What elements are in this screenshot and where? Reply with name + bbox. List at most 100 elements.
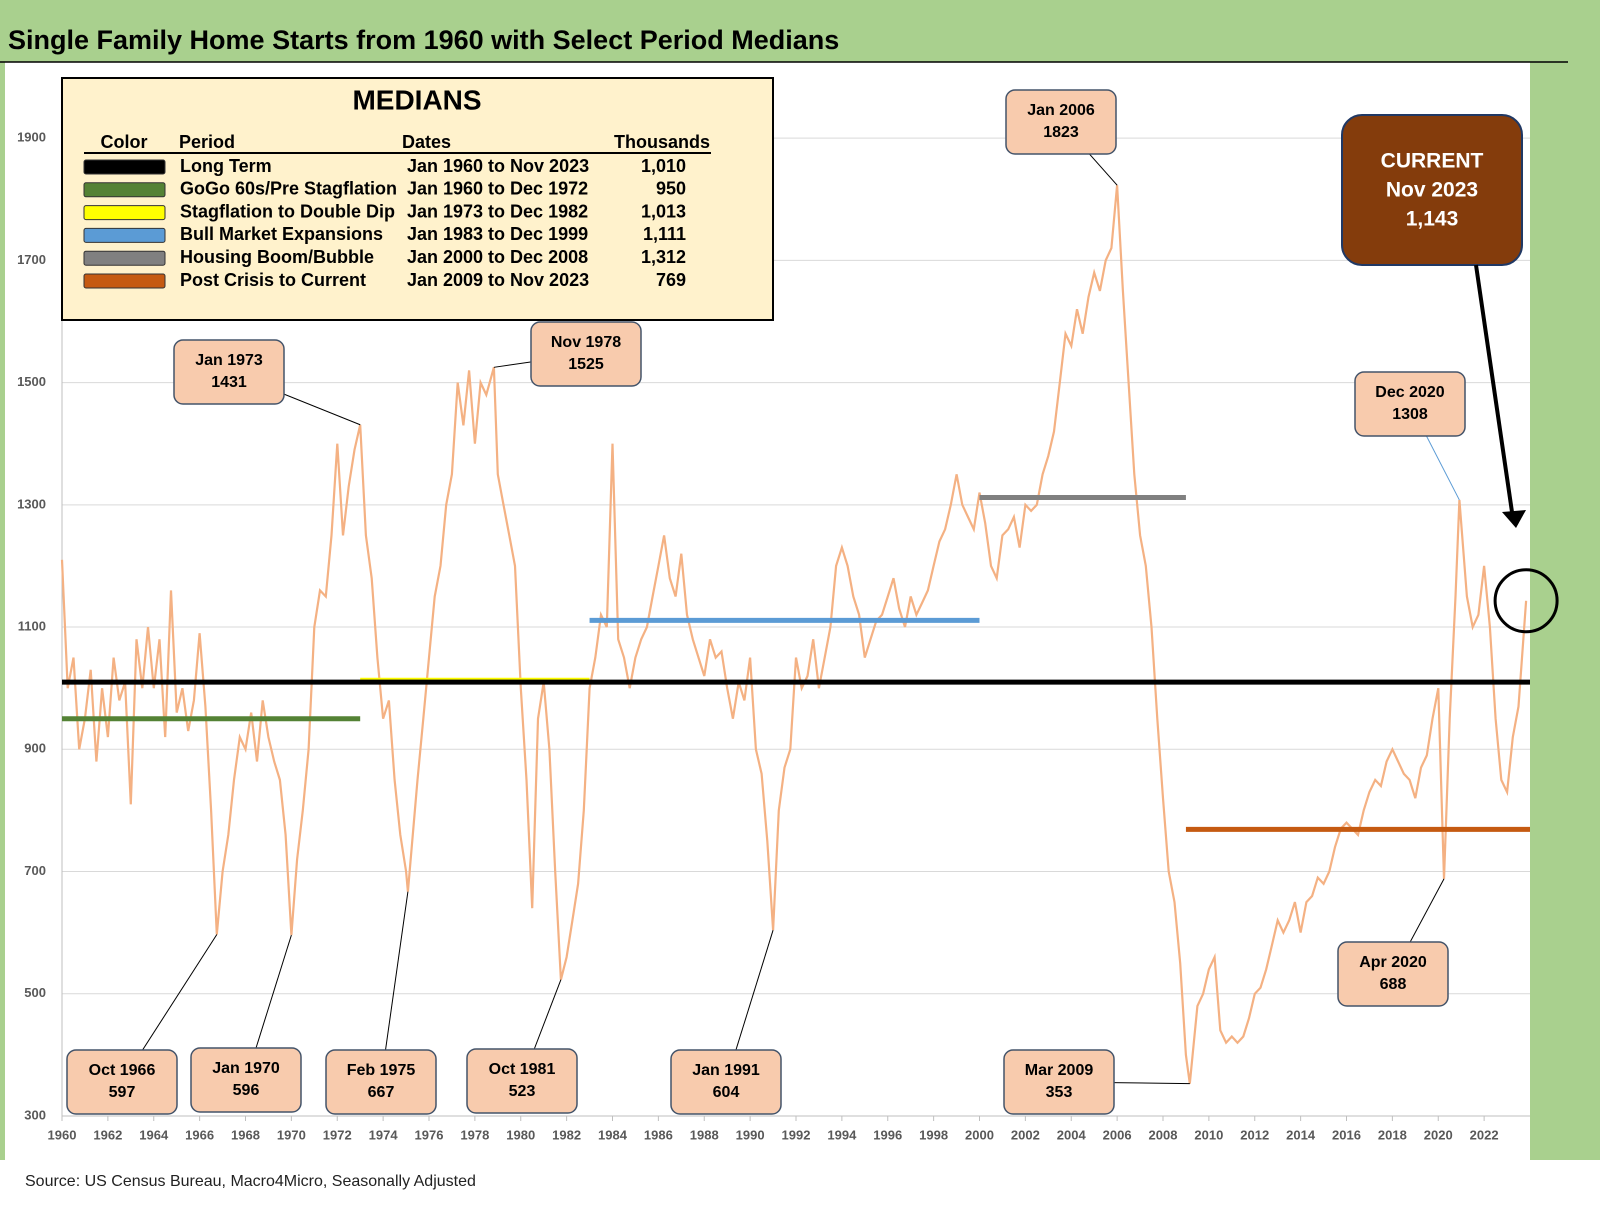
y-tick-label: 500 [24,985,46,1000]
y-tick-label: 300 [24,1107,46,1122]
callout-value: 596 [233,1082,260,1099]
x-tick-label: 1986 [644,1127,673,1142]
legend-period: Post Crisis to Current [180,270,366,290]
callout-date: Nov 1978 [551,334,621,351]
x-tick-label: 1996 [873,1127,902,1142]
x-tick-label: 2016 [1332,1127,1361,1142]
callout-value: 1431 [211,374,247,391]
callout-date: Jan 1970 [212,1060,280,1077]
x-tick-label: 1984 [598,1127,628,1142]
legend-period: Bull Market Expansions [180,224,383,244]
current-box [1341,114,1523,266]
callout-value: 353 [1046,1084,1073,1101]
current-title: CURRENT [1381,150,1484,173]
callout-box [530,321,642,387]
x-tick-label: 1994 [827,1127,857,1142]
x-tick-label: 2020 [1424,1127,1453,1142]
x-tick-label: 1998 [919,1127,948,1142]
callout-box [173,339,285,405]
callout-value: 604 [713,1084,740,1101]
callout-value: 688 [1380,976,1407,993]
callout-date: Mar 2009 [1025,1062,1094,1079]
grid: 300 500 700 900 1100 1300 1500 1700 1900 1960 1962… [17,77,1530,1142]
x-tick-label: 1960 [48,1127,77,1142]
legend-swatch [83,250,166,266]
y-tick-label: 1500 [17,374,46,389]
callout-date: Oct 1981 [489,1061,556,1078]
callout-date: Oct 1966 [89,1062,156,1079]
x-tick-label: 2000 [965,1127,994,1142]
callout-value: 1823 [1043,124,1079,141]
x-tick-label: 2012 [1240,1127,1269,1142]
legend-swatch [83,182,166,198]
current-marker [1493,568,1559,634]
lines [60,185,1530,1084]
data-line [60,185,1528,1084]
callout-box [466,1048,578,1114]
y-tick-label: 1100 [18,618,46,633]
legend-swatch [83,273,166,289]
legend-header: Period [179,132,235,152]
legend-value: 769 [656,270,686,290]
callout-date: Feb 1975 [347,1062,416,1079]
x-tick-label: 1980 [506,1127,535,1142]
callout-date: Apr 2020 [1359,954,1427,971]
source-note: Source: US Census Bureau, Macro4Micro, S… [25,1173,476,1190]
x-tick-label: 2008 [1149,1127,1178,1142]
legend-title: MEDIANS [352,84,481,115]
legend-box [61,77,774,321]
current-date: Nov 2023 [1386,179,1478,202]
x-tick-label: 2014 [1286,1127,1316,1142]
legend-period: GoGo 60s/Pre Stagflation [180,179,397,199]
callout-box [66,1049,178,1115]
callout-date: Jan 1991 [692,1062,760,1079]
callout-box [325,1049,437,1115]
x-tick-label: 2022 [1470,1127,1499,1142]
legend-dates: Jan 1983 to Dec 1999 [407,224,588,244]
y-tick-label: 900 [24,741,46,756]
legend-swatch [83,205,166,221]
annotations: Oct 1966 597 Jan 1970 596 Jan 1973 1431 Feb 19… [66,89,1559,1115]
x-tick-label: 1962 [93,1127,122,1142]
chart-title: Single Family Home Starts from 1960 with… [8,25,839,55]
x-tick-label: 1992 [782,1127,811,1142]
legend-dates: Jan 1960 to Nov 2023 [407,156,589,176]
legend-dates: Jan 1960 to Dec 1972 [407,179,588,199]
x-tick-label: 2010 [1194,1127,1223,1142]
current-value: 1,143 [1406,208,1459,231]
arrow-head [1502,510,1526,528]
callout-date: Dec 2020 [1375,384,1444,401]
x-tick-label: 1978 [460,1127,489,1142]
x-tick-label: 2018 [1378,1127,1407,1142]
legend-period: Long Term [180,156,272,176]
x-tick-label: 1964 [139,1127,169,1142]
legend-swatch [83,227,166,243]
y-tick-label: 1900 [17,130,46,145]
callout-box [1003,1049,1115,1115]
x-tick-label: 1974 [369,1127,399,1142]
legend-dates: Jan 2000 to Dec 2008 [407,247,588,267]
x-tick-label: 1976 [415,1127,444,1142]
x-tick-label: 1966 [185,1127,214,1142]
x-tick-label: 2006 [1103,1127,1132,1142]
x-tick-label: 1970 [277,1127,306,1142]
x-tick-label: 1968 [231,1127,260,1142]
legend-value: 950 [656,179,686,199]
legend-header: Dates [402,132,451,152]
callout-box [1337,941,1449,1007]
x-tick-label: 1988 [690,1127,719,1142]
callout-box [1354,371,1466,437]
legend-period: Housing Boom/Bubble [180,247,374,267]
x-tick-label: 2004 [1057,1127,1087,1142]
x-tick-label: 1982 [552,1127,581,1142]
legend-dates: Jan 1973 to Dec 1982 [407,201,588,221]
legend-value: 1,010 [641,156,686,176]
y-tick-label: 1700 [17,252,46,267]
legend-value: 1,111 [643,224,686,244]
legend-dates: Jan 2009 to Nov 2023 [407,270,589,290]
legend-value: 1,013 [641,201,686,221]
callout-value: 1308 [1392,406,1428,423]
legend-header: Thousands [614,132,710,152]
y-tick-label: 1300 [17,496,46,511]
